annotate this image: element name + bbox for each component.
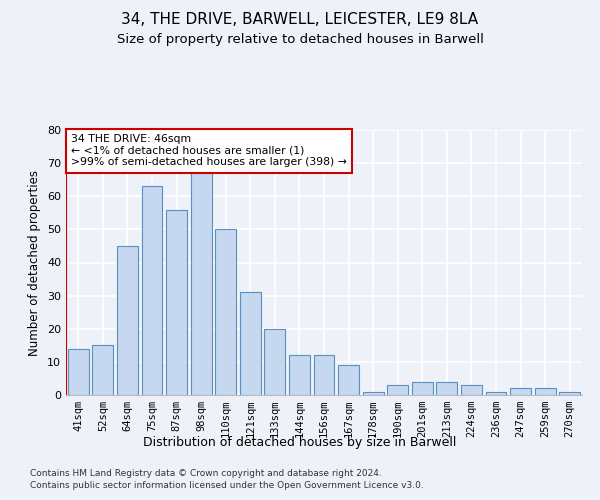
Text: Size of property relative to detached houses in Barwell: Size of property relative to detached ho… xyxy=(116,32,484,46)
Bar xyxy=(510,388,531,395)
Bar xyxy=(92,346,113,395)
Bar xyxy=(461,385,482,395)
Text: 34 THE DRIVE: 46sqm
← <1% of detached houses are smaller (1)
>99% of semi-detach: 34 THE DRIVE: 46sqm ← <1% of detached ho… xyxy=(71,134,347,167)
Bar xyxy=(117,246,138,395)
Bar xyxy=(485,392,506,395)
Bar xyxy=(240,292,261,395)
Text: Distribution of detached houses by size in Barwell: Distribution of detached houses by size … xyxy=(143,436,457,449)
Text: Contains HM Land Registry data © Crown copyright and database right 2024.: Contains HM Land Registry data © Crown c… xyxy=(30,470,382,478)
Bar xyxy=(142,186,163,395)
Bar xyxy=(559,392,580,395)
Bar xyxy=(265,329,286,395)
Bar xyxy=(412,382,433,395)
Bar xyxy=(436,382,457,395)
Bar xyxy=(215,230,236,395)
Text: 34, THE DRIVE, BARWELL, LEICESTER, LE9 8LA: 34, THE DRIVE, BARWELL, LEICESTER, LE9 8… xyxy=(121,12,479,28)
Bar xyxy=(314,355,334,395)
Bar xyxy=(362,392,383,395)
Bar xyxy=(289,355,310,395)
Y-axis label: Number of detached properties: Number of detached properties xyxy=(28,170,41,356)
Bar xyxy=(191,173,212,395)
Bar xyxy=(166,210,187,395)
Bar xyxy=(68,348,89,395)
Text: Contains public sector information licensed under the Open Government Licence v3: Contains public sector information licen… xyxy=(30,482,424,490)
Bar xyxy=(535,388,556,395)
Bar xyxy=(387,385,408,395)
Bar xyxy=(338,365,359,395)
